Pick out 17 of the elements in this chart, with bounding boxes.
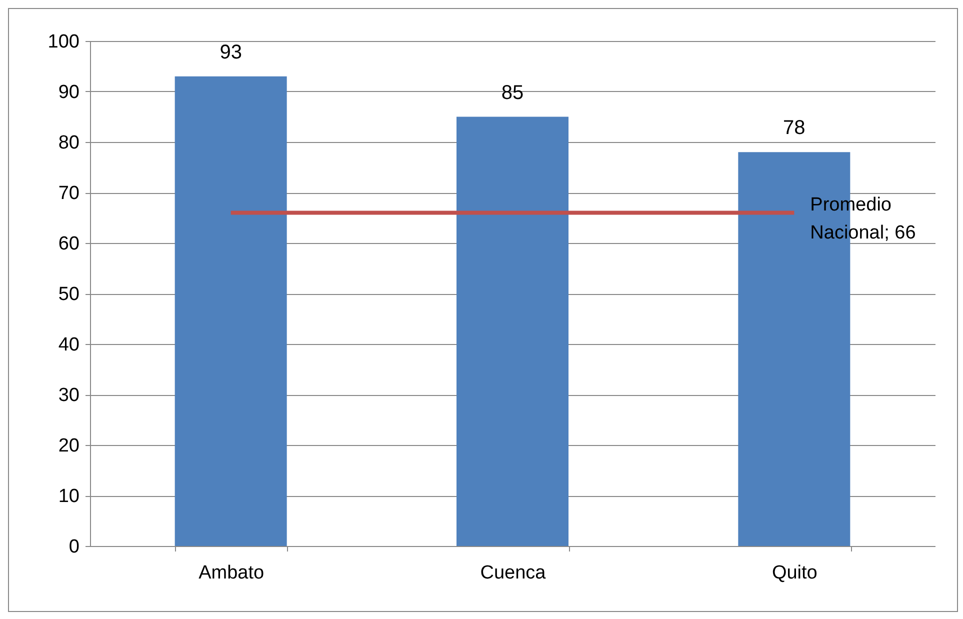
y-tick-label: 50 <box>58 284 80 305</box>
y-tick-label: 80 <box>58 132 80 154</box>
y-tick-label: 60 <box>58 234 80 254</box>
x-tick-label: Quito <box>772 562 818 584</box>
y-tick-label: 40 <box>58 334 80 356</box>
x-tick-label: Ambato <box>198 562 264 584</box>
data-label: 93 <box>220 41 242 64</box>
y-tick-label: 20 <box>58 436 80 456</box>
y-tick-label: 70 <box>58 183 80 204</box>
x-tick-label: Cuenca <box>480 562 546 584</box>
data-label: 85 <box>501 82 524 104</box>
y-tick-label: 10 <box>58 486 80 507</box>
y-tick-label: 0 <box>68 536 80 558</box>
y-tick-label: 100 <box>48 32 80 52</box>
y-tick-label: 30 <box>58 385 80 406</box>
data-label: 78 <box>783 117 806 140</box>
y-tick-label: 90 <box>58 82 80 103</box>
